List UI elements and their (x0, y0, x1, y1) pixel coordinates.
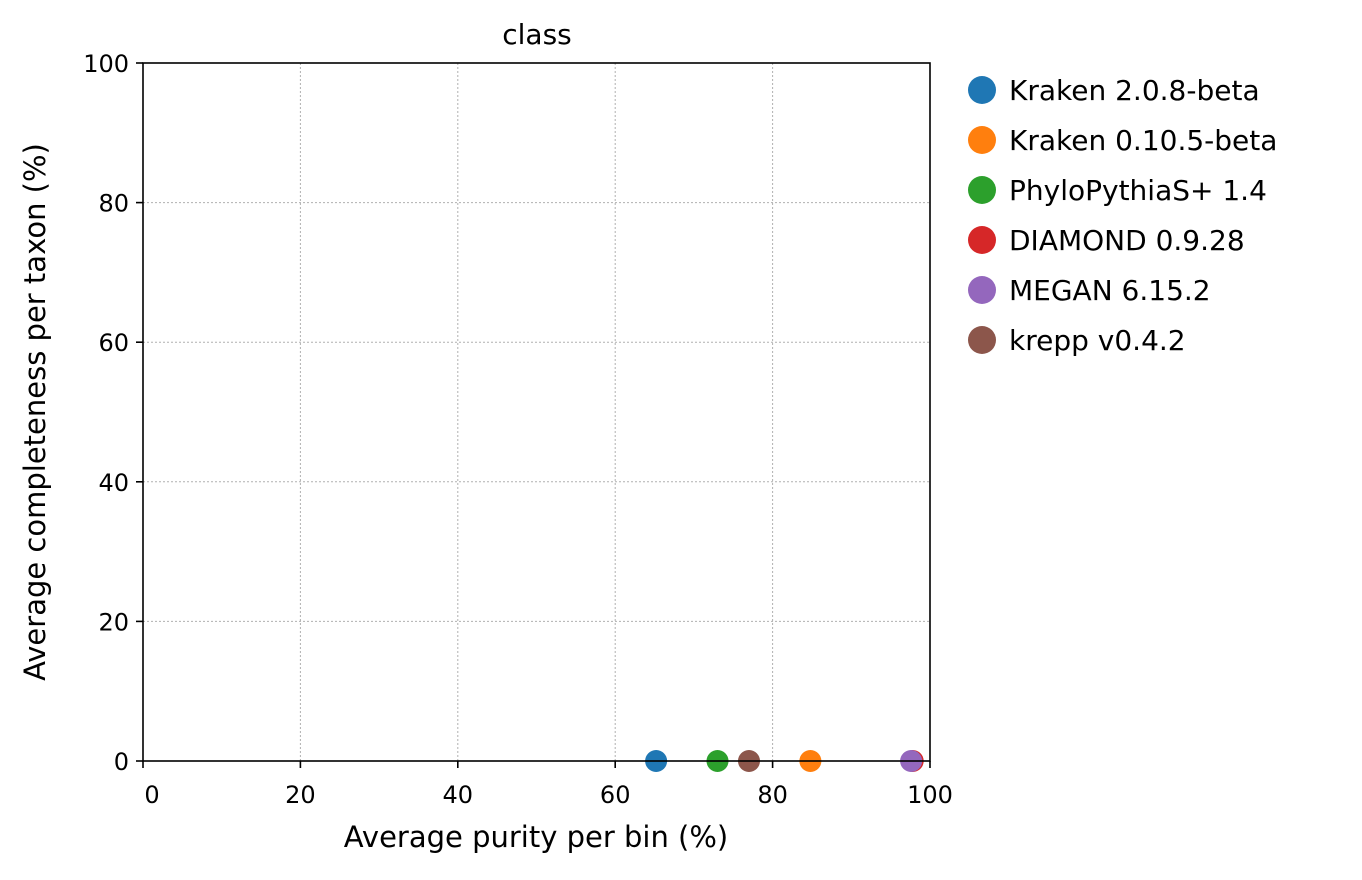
chart-title: class (502, 18, 572, 51)
y-tick-label: 60 (98, 329, 129, 357)
legend-marker (968, 176, 996, 204)
x-tick-label: 80 (757, 781, 788, 809)
legend-label: MEGAN 6.15.2 (1009, 274, 1211, 307)
legend: Kraken 2.0.8-beta Kraken 0.10.5-beta Phylo… (968, 74, 1277, 357)
grid-lines (142, 62, 931, 762)
legend-marker (968, 326, 996, 354)
axis-ticks: 0 20 40 60 80 100 0 20 40 60 80 100 (83, 50, 953, 809)
legend-marker (968, 226, 996, 254)
y-tick-label: 80 (98, 190, 129, 218)
legend-label: Kraken 0.10.5-beta (1009, 124, 1277, 157)
y-tick-label: 100 (83, 50, 129, 78)
x-tick-label: 0 (144, 781, 159, 809)
legend-label: krepp v0.4.2 (1009, 324, 1186, 357)
y-axis-label: Average completeness per taxon (%) (18, 143, 52, 681)
x-tick-label: 60 (600, 781, 631, 809)
legend-label: PhyloPythiaS+ 1.4 (1009, 174, 1267, 207)
y-tick-label: 20 (98, 608, 129, 636)
legend-marker (968, 276, 996, 304)
x-axis-label: Average purity per bin (%) (344, 820, 728, 854)
y-tick-label: 40 (98, 469, 129, 497)
x-tick-label: 40 (443, 781, 474, 809)
legend-label: DIAMOND 0.9.28 (1009, 224, 1245, 257)
legend-marker (968, 76, 996, 104)
x-tick-label: 20 (285, 781, 316, 809)
legend-label: Kraken 2.0.8-beta (1009, 74, 1260, 107)
plot-frame (142, 62, 931, 762)
y-tick-label: 0 (114, 748, 129, 776)
x-tick-label: 100 (907, 781, 953, 809)
legend-marker (968, 126, 996, 154)
